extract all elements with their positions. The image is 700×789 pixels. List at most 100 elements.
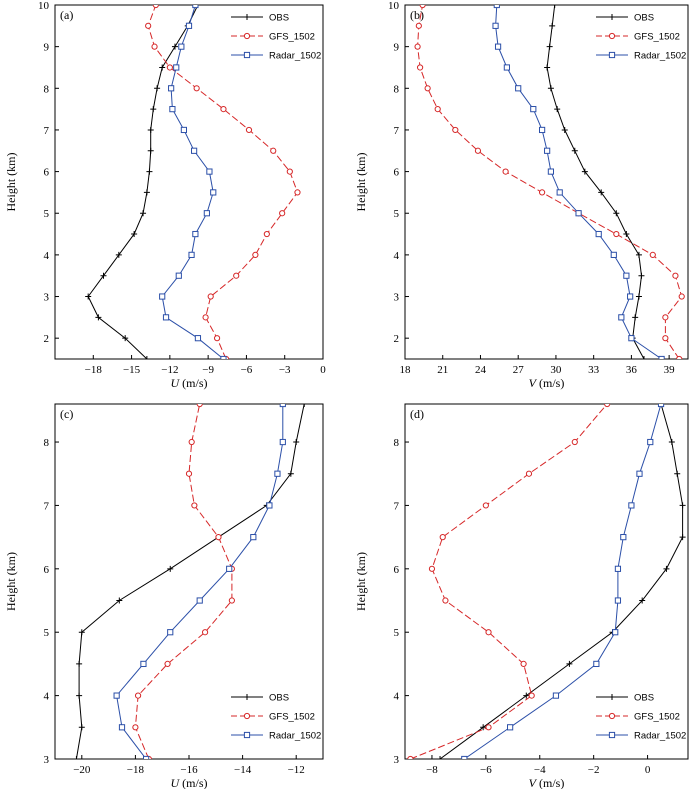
y-axis-label: Height (km) — [354, 552, 368, 611]
legend-label: GFS_1502 — [634, 712, 680, 723]
data-point — [279, 404, 286, 408]
data-point — [485, 724, 492, 731]
data-point — [266, 502, 273, 509]
data-point — [193, 85, 200, 92]
data-point — [618, 314, 625, 321]
data-point — [663, 565, 670, 572]
x-axis-unit: (m/s) — [179, 376, 207, 390]
legend-label: Radar_1502 — [269, 51, 321, 62]
x-axis-unit: (m/s) — [536, 776, 564, 789]
plot-area — [73, 404, 308, 759]
plot-frame — [404, 4, 689, 360]
x-axis-label: U (m/s) — [170, 376, 207, 390]
data-point — [520, 660, 527, 668]
data-point — [503, 64, 510, 71]
x-tick-label: 18 — [400, 364, 412, 376]
legend: OBS GFS_1502 Radar_1502 — [596, 13, 686, 62]
legend-item: Radar_1502 — [231, 731, 321, 742]
legend: OBS GFS_1502 Radar_1502 — [596, 693, 686, 742]
data-point — [628, 502, 635, 509]
series-line — [75, 404, 305, 759]
data-point — [279, 210, 286, 217]
data-point — [414, 43, 421, 50]
data-point — [544, 64, 551, 71]
series-obs — [85, 5, 201, 359]
x-axis-label: U (m/s) — [170, 776, 207, 789]
data-point — [207, 293, 214, 300]
data-point — [85, 293, 92, 300]
data-point — [482, 502, 489, 509]
data-point — [416, 64, 424, 71]
series-line — [439, 404, 684, 759]
data-point — [419, 5, 426, 9]
y-tick-label: 5 — [394, 627, 400, 639]
data-point — [194, 335, 202, 342]
data-point — [407, 755, 414, 759]
y-tick-label: 5 — [394, 208, 400, 220]
data-point — [286, 168, 293, 175]
series-line — [495, 5, 662, 359]
y-tick-label: 6 — [394, 564, 400, 576]
y-tick-label: 3 — [394, 292, 400, 304]
y-tick-label: 8 — [394, 437, 400, 449]
data-point — [147, 126, 154, 133]
y-tick-label: 8 — [44, 83, 50, 95]
data-point — [647, 438, 654, 446]
legend-marker — [609, 694, 615, 700]
plot-frame — [404, 403, 689, 760]
series-line — [134, 404, 233, 759]
x-axis-variable: U — [170, 376, 180, 390]
y-axis-label: Height (km) — [4, 552, 18, 611]
data-point — [571, 438, 578, 446]
legend-item: Radar_1502 — [231, 51, 321, 62]
data-point — [140, 210, 147, 217]
data-point — [639, 597, 646, 604]
legend-label: GFS_1502 — [634, 32, 680, 43]
data-point — [530, 106, 537, 113]
data-point — [274, 470, 281, 477]
x-axis-variable: V — [529, 776, 538, 789]
legend-item: OBS — [231, 693, 289, 704]
x-tick-label: 36 — [626, 364, 638, 376]
data-point — [628, 335, 635, 342]
data-point — [78, 724, 85, 731]
data-point — [95, 314, 102, 321]
data-point — [166, 64, 173, 71]
panel-label: (a) — [60, 8, 73, 22]
data-point — [152, 5, 159, 9]
data-point — [192, 5, 199, 9]
data-point — [151, 43, 158, 50]
data-point — [145, 22, 152, 29]
x-tick-label: −3 — [279, 364, 291, 376]
data-point — [556, 189, 563, 196]
legend-label: OBS — [269, 693, 289, 704]
data-point — [439, 534, 446, 541]
series-gfs-1502 — [407, 404, 611, 759]
data-point — [191, 147, 198, 154]
series-line — [417, 5, 683, 359]
data-point — [196, 404, 203, 408]
data-point — [549, 22, 556, 29]
x-tick-label: 24 — [475, 364, 487, 376]
data-point — [679, 502, 686, 509]
legend-label: Radar_1502 — [269, 731, 321, 742]
data-point — [672, 272, 679, 279]
plot-area — [85, 5, 301, 359]
data-point — [640, 356, 647, 359]
data-point — [169, 106, 176, 113]
data-point — [604, 404, 611, 408]
data-point — [76, 660, 83, 667]
data-point — [525, 470, 533, 477]
data-point — [146, 168, 153, 175]
data-point — [202, 314, 209, 321]
data-point — [515, 85, 522, 92]
x-tick-label: −8 — [426, 764, 438, 776]
data-point — [442, 597, 449, 604]
data-point — [116, 597, 123, 604]
data-point — [575, 210, 582, 217]
panel-a: −18 −15 −12 −9 −6 −3 0 2 3 4 5 6 7 8 9 10 U (m/s) Height … — [4, 0, 326, 390]
data-point — [571, 147, 578, 154]
series-radar-1502 — [159, 5, 227, 359]
series-obs — [544, 5, 647, 359]
data-point — [279, 438, 286, 446]
